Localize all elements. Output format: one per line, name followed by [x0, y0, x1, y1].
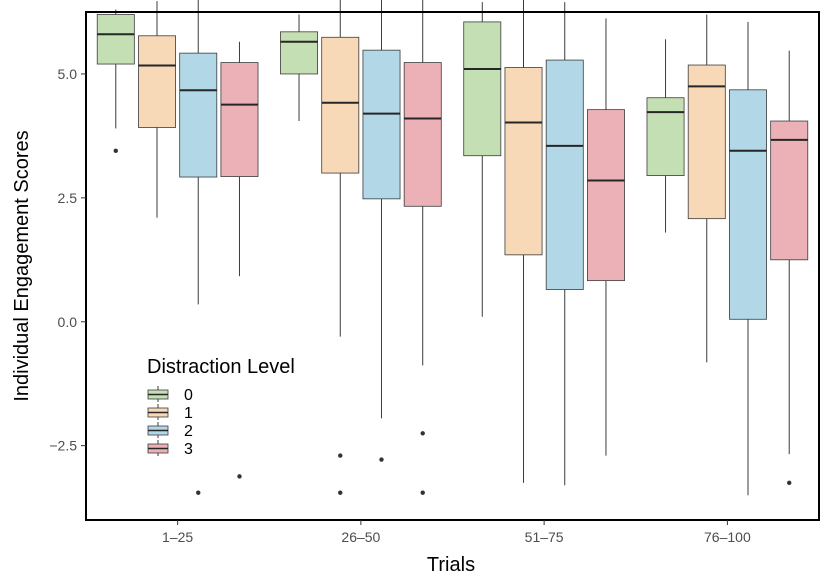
box-level-0-cat-2: [463, 2, 502, 317]
box-level-0-cat-3: [646, 39, 685, 233]
iqr-box: [687, 64, 726, 220]
legend-label: 0: [184, 387, 193, 404]
iqr-box: [179, 52, 218, 178]
iqr-box: [362, 49, 401, 200]
iqr-box: [138, 35, 176, 128]
x-axis: 1–25 26–50 51–75 76–100: [162, 520, 751, 545]
box-level-2-cat-0: [179, 0, 218, 495]
x-tick-label: 1–25: [162, 529, 193, 545]
boxes-layer: [96, 0, 809, 496]
iqr-box: [321, 36, 360, 174]
y-tick-label: 2.5: [58, 190, 78, 206]
box-level-3-cat-2: [587, 18, 625, 456]
legend-title: Distraction Level: [147, 356, 295, 378]
box-level-1-cat-0: [138, 1, 176, 218]
box-level-2-cat-1: [362, 0, 401, 462]
box-level-0-cat-0: [96, 9, 135, 153]
x-tick-label: 26–50: [341, 529, 380, 545]
outlier-point: [113, 148, 118, 153]
legend-label: 3: [184, 441, 193, 458]
outlier-point: [787, 480, 792, 486]
box-level-1-cat-2: [504, 0, 543, 483]
outlier-point: [379, 457, 384, 462]
iqr-box: [463, 21, 502, 157]
legend-item-3: 3: [147, 440, 193, 458]
outlier-point: [237, 474, 242, 479]
iqr-box: [587, 109, 625, 282]
x-axis-title: Trials: [427, 554, 475, 576]
y-axis-title: Individual Engagement Scores: [11, 130, 33, 401]
x-tick-label: 76–100: [704, 529, 751, 545]
iqr-box: [545, 59, 584, 290]
box-level-2-cat-3: [729, 21, 767, 496]
box-level-3-cat-0: [220, 41, 259, 479]
outlier-point: [420, 431, 425, 436]
iqr-box: [96, 14, 135, 65]
iqr-box: [729, 89, 767, 320]
box-level-2-cat-2: [545, 2, 584, 486]
outlier-point: [196, 490, 201, 495]
legend-item-0: 0: [147, 386, 193, 404]
y-tick-label: 5.0: [58, 66, 78, 82]
y-axis: −2.5 0.0 2.5 5.0: [49, 66, 86, 454]
iqr-box: [220, 62, 259, 177]
legend-item-1: 1: [147, 404, 193, 422]
box-level-1-cat-1: [321, 0, 360, 495]
legend-label: 2: [184, 423, 193, 440]
x-tick-label: 51–75: [525, 529, 564, 545]
outlier-point: [338, 453, 343, 458]
box-level-0-cat-1: [280, 14, 318, 122]
iqr-box: [280, 31, 318, 75]
iqr-box: [770, 120, 809, 261]
iqr-box: [504, 67, 543, 256]
outlier-point: [420, 490, 425, 495]
legend-label: 1: [184, 405, 193, 422]
iqr-box: [403, 62, 442, 207]
box-level-3-cat-1: [403, 0, 442, 495]
box-level-1-cat-3: [687, 14, 726, 363]
legend-item-2: 2: [147, 422, 193, 440]
outlier-point: [338, 490, 343, 495]
y-tick-label: 0.0: [58, 314, 78, 330]
y-tick-label: −2.5: [49, 438, 77, 454]
iqr-box: [646, 97, 685, 176]
box-level-3-cat-3: [770, 50, 809, 486]
panel-border: [85, 11, 820, 521]
